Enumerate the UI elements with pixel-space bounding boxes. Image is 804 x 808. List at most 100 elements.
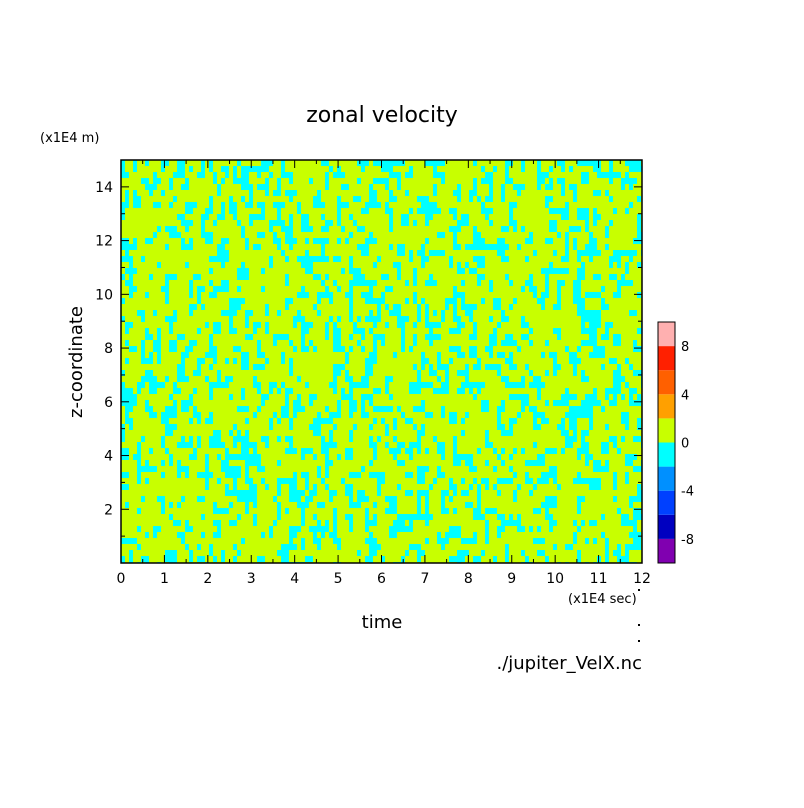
heatmap-cell	[369, 418, 373, 424]
heatmap-cell	[617, 502, 621, 508]
heatmap-cell	[329, 448, 333, 454]
heatmap-cell	[385, 502, 389, 508]
heatmap-cell	[277, 406, 281, 418]
heatmap-cell	[333, 544, 337, 550]
heatmap-cell	[141, 298, 145, 310]
heatmap-cell	[605, 262, 609, 274]
heatmap-cell	[469, 340, 477, 346]
heatmap-cell	[445, 310, 453, 322]
heatmap-cell	[537, 262, 541, 268]
heatmap-cell	[161, 226, 165, 238]
heatmap-cell	[513, 196, 521, 202]
heatmap-cell	[297, 370, 301, 376]
heatmap-cell	[237, 358, 241, 364]
heatmap-cell	[413, 556, 417, 562]
heatmap-cell	[377, 190, 381, 202]
heatmap-cell	[537, 442, 545, 454]
heatmap-cell	[157, 292, 161, 304]
heatmap-cell	[397, 466, 405, 472]
heatmap-cell	[561, 484, 565, 490]
heatmap-cell	[461, 196, 469, 202]
heatmap-cell	[253, 178, 257, 184]
heatmap-cell	[221, 376, 225, 382]
heatmap-cell	[225, 190, 229, 196]
heatmap-cell	[125, 478, 133, 484]
heatmap-cell	[245, 346, 249, 352]
heatmap-cell	[593, 232, 597, 238]
heatmap-cell	[205, 502, 209, 514]
heatmap-cell	[613, 178, 621, 190]
heatmap-cell	[529, 538, 533, 544]
heatmap-cell	[193, 478, 201, 484]
heatmap-cell	[453, 550, 457, 556]
heatmap-cell	[305, 394, 309, 406]
heatmap-cell	[617, 538, 621, 544]
heatmap-cell	[449, 406, 453, 412]
heatmap-cell	[177, 298, 181, 310]
heatmap-cell	[533, 490, 541, 496]
heatmap-cell	[385, 262, 393, 268]
heatmap-cell	[281, 496, 289, 502]
heatmap-cell	[233, 274, 237, 280]
heatmap-cell	[389, 478, 393, 484]
heatmap-cell	[533, 514, 537, 520]
heatmap-cell	[229, 442, 233, 448]
heatmap-cell	[581, 556, 585, 563]
heatmap-cell	[621, 388, 629, 394]
heatmap-cell	[329, 232, 333, 244]
heatmap-cell	[221, 172, 225, 178]
heatmap-cell	[493, 286, 497, 292]
heatmap-cell	[625, 310, 629, 316]
heatmap-cell	[437, 382, 441, 388]
heatmap-cell	[345, 298, 349, 304]
heatmap-cell	[213, 370, 217, 382]
heatmap-cell	[185, 328, 189, 340]
heatmap-cell	[525, 376, 529, 382]
heatmap-cell	[289, 322, 293, 328]
heatmap-cell	[337, 322, 341, 328]
heatmap-cell	[401, 238, 409, 244]
heatmap-cell	[197, 304, 201, 310]
heatmap-cell	[445, 472, 449, 478]
heatmap-cell	[313, 544, 317, 550]
heatmap-cell	[213, 250, 217, 256]
heatmap-cell	[353, 412, 361, 418]
heatmap-cell	[601, 322, 605, 334]
heatmap-cell	[465, 238, 469, 244]
heatmap-cell	[257, 472, 265, 478]
heatmap-cell	[237, 400, 245, 406]
heatmap-cell	[345, 190, 349, 202]
heatmap-cell	[285, 322, 289, 334]
heatmap-cell	[229, 232, 233, 238]
heatmap-cell	[405, 544, 409, 550]
heatmap-cell	[313, 340, 321, 346]
heatmap-cell	[357, 454, 361, 460]
heatmap-cell	[345, 172, 349, 178]
colorbar-segment	[658, 394, 675, 419]
heatmap-cell	[561, 352, 569, 358]
heatmap-cell	[401, 382, 405, 394]
heatmap-cell	[401, 448, 405, 454]
heatmap-cell	[509, 292, 517, 298]
heatmap-cell	[437, 508, 441, 514]
heatmap-cell	[281, 316, 285, 322]
heatmap-cell	[333, 184, 337, 190]
heatmap-cell	[325, 280, 329, 286]
heatmap-cell	[545, 550, 553, 556]
heatmap-cell	[633, 502, 637, 508]
heatmap-cell	[161, 514, 165, 526]
heatmap-cell	[209, 262, 213, 268]
heatmap-cell	[573, 220, 581, 226]
heatmap-cell	[569, 400, 573, 406]
heatmap-cell	[629, 508, 633, 520]
heatmap-cell	[557, 532, 565, 538]
heatmap-cell	[437, 310, 441, 322]
heatmap-cell	[493, 532, 497, 538]
heatmap-cell	[153, 442, 161, 448]
heatmap-cell	[585, 166, 589, 172]
heatmap-cell	[377, 496, 385, 508]
heatmap-cell	[293, 352, 301, 358]
heatmap-cell	[169, 160, 173, 172]
heatmap-cell	[397, 538, 405, 544]
